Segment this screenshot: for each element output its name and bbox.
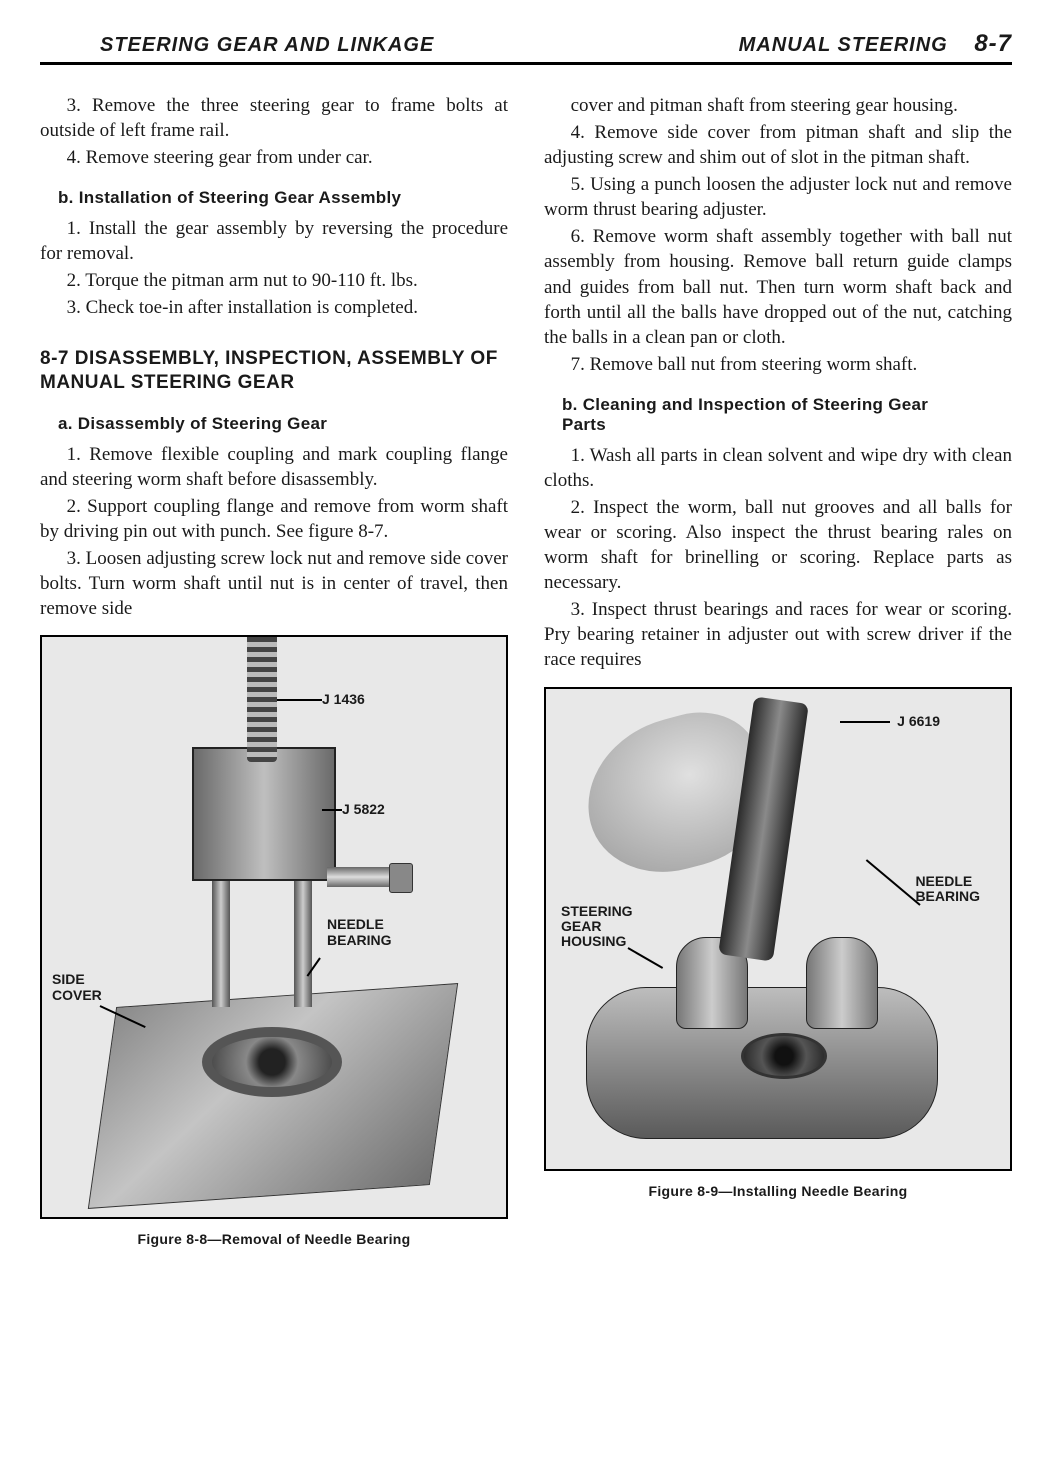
body-text: cover and pitman shaft from steering gea… [544,93,1012,118]
page-number: 8-7 [974,30,1012,57]
subsection-heading: a. Disassembly of Steering Gear [58,414,508,434]
figure-caption: Figure 8-9—Installing Needle Bearing [544,1183,1012,1199]
page-header: STEERING GEAR AND LINKAGE MANUAL STEERIN… [40,30,1012,65]
body-text: 1. Wash all parts in clean solvent and w… [544,443,1012,493]
callout-needle-bearing: NEEDLE BEARING [915,874,980,905]
figure-caption: Figure 8-8—Removal of Needle Bearing [40,1231,508,1247]
header-left-title: STEERING GEAR AND LINKAGE [100,34,434,57]
right-column: cover and pitman shaft from steering gea… [544,93,1012,1247]
body-text: 6. Remove worm shaft assembly together w… [544,224,1012,349]
text-columns: 3. Remove the three steering gear to fra… [40,93,1012,1247]
section-heading: 8-7 DISASSEMBLY, INSPECTION, ASSEMBLY OF… [40,347,508,396]
callout-j6619: J 6619 [897,714,940,729]
body-text: 1. Remove flexible coupling and mark cou… [40,442,508,492]
callout-j1436: J 1436 [322,692,365,707]
header-right-title: MANUAL STEERING 8-7 [739,30,1012,58]
body-text: 2. Torque the pitman arm nut to 90-110 f… [40,268,508,293]
subsection-heading: b. Cleaning and Inspection of Steering G… [562,395,952,435]
figure-8-8: J 1436 J 5822 NEEDLE BEARING SIDE COVER [40,635,508,1219]
callout-side-cover: SIDE COVER [52,972,102,1003]
callout-needle-bearing: NEEDLE BEARING [327,917,392,948]
body-text: 2. Inspect the worm, ball nut grooves an… [544,495,1012,595]
body-text: 2. Support coupling flange and remove fr… [40,494,508,544]
callout-j5822: J 5822 [342,802,385,817]
body-text: 7. Remove ball nut from steering worm sh… [544,352,1012,377]
figure-8-9: J 6619 NEEDLE BEARING STEERING GEAR HOUS… [544,687,1012,1171]
body-text: 3. Loosen adjusting screw lock nut and r… [40,546,508,621]
body-text: 3. Check toe-in after installation is co… [40,295,508,320]
body-text: 3. Remove the three steering gear to fra… [40,93,508,143]
body-text: 1. Install the gear assembly by reversin… [40,216,508,266]
body-text: 4. Remove side cover from pitman shaft a… [544,120,1012,170]
body-text: 5. Using a punch loosen the adjuster loc… [544,172,1012,222]
body-text: 3. Inspect thrust bearings and races for… [544,597,1012,672]
header-right-text: MANUAL STEERING [739,34,948,56]
left-column: 3. Remove the three steering gear to fra… [40,93,508,1247]
subsection-heading: b. Installation of Steering Gear Assembl… [58,188,508,208]
body-text: 4. Remove steering gear from under car. [40,145,508,170]
callout-steering-gear-housing: STEERING GEAR HOUSING [561,904,633,950]
